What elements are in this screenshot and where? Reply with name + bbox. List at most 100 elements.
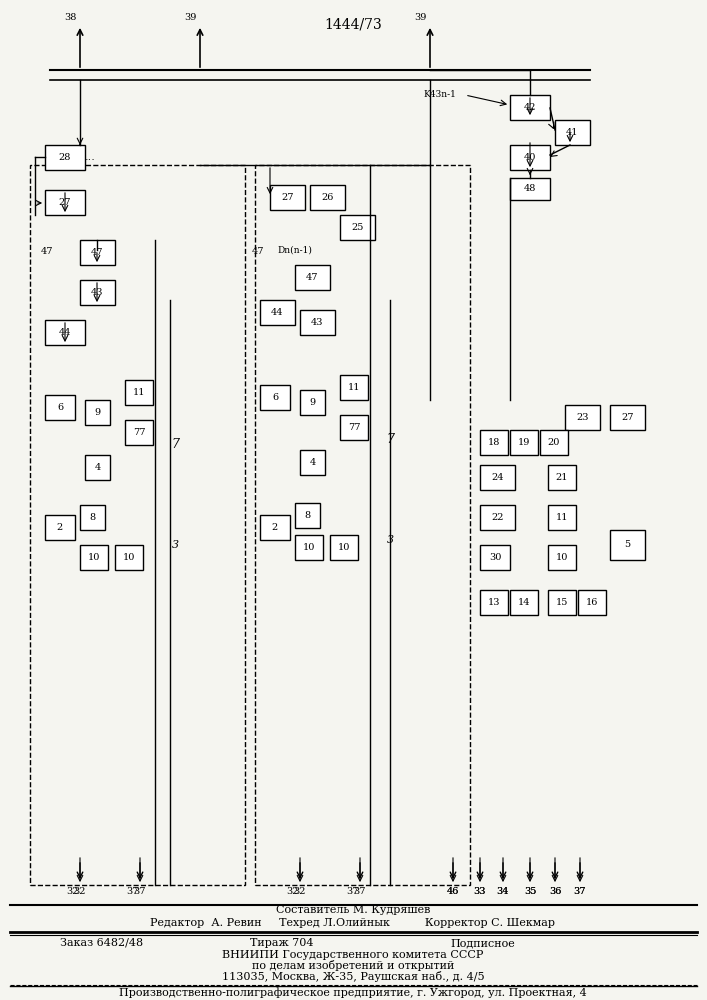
Text: 10: 10 (123, 553, 135, 562)
Text: 28: 28 (59, 153, 71, 162)
Text: 19: 19 (518, 438, 530, 447)
Bar (80, 280, 115, 305)
Bar (300, 450, 325, 475)
Bar (610, 405, 645, 430)
Text: 21: 21 (556, 473, 568, 482)
Text: 39: 39 (414, 13, 426, 22)
Text: 10: 10 (338, 543, 350, 552)
Text: 27: 27 (281, 193, 293, 202)
Text: 39: 39 (184, 13, 196, 22)
Text: 11: 11 (556, 513, 568, 522)
Text: 37: 37 (354, 887, 366, 896)
Text: 32: 32 (66, 887, 79, 896)
Text: 38: 38 (64, 13, 76, 22)
Text: 2: 2 (272, 523, 278, 532)
Text: 37: 37 (574, 887, 586, 896)
Bar (125, 380, 153, 405)
Bar (540, 430, 568, 455)
Bar (85, 455, 110, 480)
Text: Заказ 6482/48: Заказ 6482/48 (60, 938, 143, 948)
Text: 9: 9 (95, 408, 100, 417)
Text: 11: 11 (348, 383, 361, 392)
Text: 113035, Москва, Ж-35, Раушская наб., д. 4/5: 113035, Москва, Ж-35, Раушская наб., д. … (222, 971, 484, 982)
Bar (548, 545, 576, 570)
Text: 1444/73: 1444/73 (324, 18, 382, 32)
Bar (565, 405, 600, 430)
Text: 9: 9 (310, 398, 315, 407)
Text: 22: 22 (491, 513, 504, 522)
Text: 25: 25 (351, 223, 363, 232)
Text: 48: 48 (524, 184, 536, 193)
Text: 37: 37 (134, 887, 146, 896)
Bar (260, 385, 290, 410)
Bar (548, 465, 576, 490)
Bar (510, 145, 550, 170)
Text: 36: 36 (549, 887, 561, 896)
Bar (80, 240, 115, 265)
Text: 3: 3 (171, 540, 179, 550)
Text: 20: 20 (548, 438, 560, 447)
Text: 8: 8 (90, 513, 95, 522)
Text: Производственно-полиграфическое предприятие, г. Ужгород, ул. Проектная, 4: Производственно-полиграфическое предприя… (119, 988, 587, 998)
Text: Подписное: Подписное (450, 938, 515, 948)
Bar (480, 505, 515, 530)
Bar (85, 400, 110, 425)
Bar (548, 590, 576, 615)
Text: 44: 44 (271, 308, 284, 317)
Text: 10: 10 (88, 553, 100, 562)
Text: Составитель М. Кудряшев: Составитель М. Кудряшев (276, 905, 430, 915)
Text: 26: 26 (321, 193, 334, 202)
Text: K43n-1: K43n-1 (423, 90, 457, 99)
Text: Dn(n-1): Dn(n-1) (278, 245, 312, 254)
Bar (480, 465, 515, 490)
Text: 47: 47 (306, 273, 319, 282)
Text: по делам изобретений и открытий: по делам изобретений и открытий (252, 960, 454, 971)
Text: Редактор  А. Ревин     Техред Л.Олийнык          Корректор С. Шекмар: Редактор А. Ревин Техред Л.Олийнык Корре… (151, 918, 556, 928)
Text: 15: 15 (556, 598, 568, 607)
Bar (510, 178, 550, 200)
Bar (300, 310, 335, 335)
Bar (45, 515, 75, 540)
Text: 33: 33 (474, 887, 486, 896)
Bar (295, 265, 330, 290)
Bar (340, 215, 375, 240)
Text: 11: 11 (133, 388, 145, 397)
Text: 23: 23 (576, 413, 589, 422)
Bar (125, 420, 153, 445)
Text: 33: 33 (474, 887, 486, 896)
Bar (45, 320, 85, 345)
Bar (115, 545, 143, 570)
Text: 8: 8 (305, 511, 310, 520)
Text: 35: 35 (524, 887, 536, 896)
Bar (330, 535, 358, 560)
Bar (510, 95, 550, 120)
Bar (340, 375, 368, 400)
Bar (255, 165, 470, 885)
Bar (45, 395, 75, 420)
Text: 43: 43 (91, 288, 104, 297)
Text: 10: 10 (303, 543, 315, 552)
Text: 13: 13 (488, 598, 501, 607)
Text: 41: 41 (566, 128, 579, 137)
Bar (30, 165, 245, 885)
Text: 36: 36 (549, 887, 561, 896)
Bar (260, 515, 290, 540)
Text: 40: 40 (524, 153, 536, 162)
Text: 3: 3 (387, 535, 394, 545)
Text: 24: 24 (491, 473, 504, 482)
Text: 27: 27 (59, 198, 71, 207)
Bar (45, 145, 85, 170)
Text: 7: 7 (386, 433, 394, 446)
Bar (548, 505, 576, 530)
Text: 77: 77 (348, 423, 361, 432)
Bar (340, 415, 368, 440)
Text: 16: 16 (586, 598, 598, 607)
Text: 6: 6 (272, 393, 278, 402)
Text: ...: ... (85, 152, 95, 162)
Text: 47: 47 (91, 248, 104, 257)
Bar (295, 535, 323, 560)
Text: 32: 32 (293, 887, 306, 896)
Text: 37: 37 (346, 887, 359, 896)
Bar (80, 505, 105, 530)
Bar (310, 185, 345, 210)
